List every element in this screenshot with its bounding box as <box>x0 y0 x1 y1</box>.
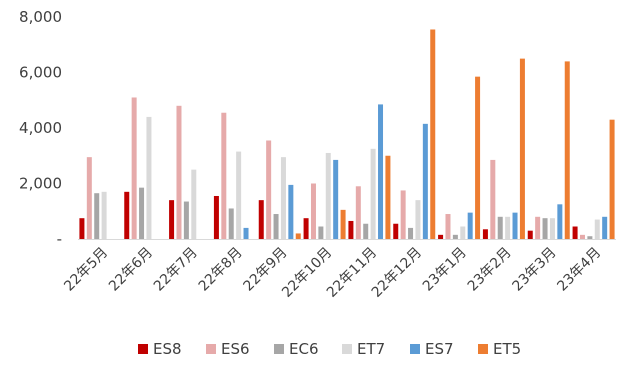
bar-es7-6 <box>333 159 339 239</box>
legend: ES8 ES6 EC6 ET7 ES7 ET5 <box>138 340 521 358</box>
bar-ec6-2 <box>139 187 145 239</box>
legend-label-es7: ES7 <box>425 340 454 358</box>
y-tick-label: - <box>57 230 62 248</box>
bar-ec6-12 <box>587 236 593 239</box>
x-tick-label: 22年7月 <box>151 245 201 295</box>
bar-es6-5 <box>266 140 272 239</box>
bar-et7-5 <box>280 157 286 239</box>
bar-es8-10 <box>482 229 488 239</box>
bar-es8-4 <box>213 195 219 239</box>
bar-et7-10 <box>505 216 511 239</box>
x-tick-label: 23年3月 <box>510 245 560 295</box>
legend-label-et5: ET5 <box>493 340 521 358</box>
legend-swatch-es6 <box>206 344 216 354</box>
legend-swatch-es7 <box>410 344 420 354</box>
bar-es7-5 <box>288 184 294 239</box>
bar-et7-3 <box>191 169 197 240</box>
x-tick-label: 22年5月 <box>61 245 111 295</box>
bar-ec6-4 <box>228 208 234 239</box>
legend-swatch-et7 <box>342 344 352 354</box>
bar-es8-3 <box>169 200 175 239</box>
bar-es8-1 <box>79 218 85 239</box>
bar-es8-7 <box>348 220 354 239</box>
bar-et7-2 <box>146 116 152 239</box>
legend-swatch-et5 <box>478 344 488 354</box>
bar-es7-10 <box>512 212 518 239</box>
legend-swatch-es8 <box>138 344 148 354</box>
bar-et5-12 <box>609 119 615 239</box>
bar-ec6-3 <box>183 201 189 239</box>
x-axis: 22年5月22年6月22年7月22年8月22年9月22年10月22年11月22年… <box>61 239 616 301</box>
legend-label-et7: ET7 <box>357 340 385 358</box>
y-tick-label: 6,000 <box>19 64 62 82</box>
bar-ec6-10 <box>497 216 503 239</box>
legend-label-es6: ES6 <box>221 340 250 358</box>
bar-es6-9 <box>445 214 451 239</box>
y-tick-label: 8,000 <box>19 8 62 26</box>
bar-et5-8 <box>430 29 436 239</box>
bar-es7-9 <box>467 212 473 239</box>
bar-et5-9 <box>475 76 481 239</box>
bar-et7-4 <box>236 151 242 239</box>
bar-es7-4 <box>243 227 249 239</box>
bar-es8-9 <box>438 234 444 239</box>
bar-et7-11 <box>549 218 555 239</box>
bar-es8-12 <box>572 226 578 239</box>
bar-es6-11 <box>535 216 541 239</box>
bar-es8-2 <box>124 191 130 239</box>
bar-ec6-7 <box>363 223 369 239</box>
bar-es8-8 <box>393 223 399 239</box>
x-tick-label: 23年1月 <box>420 245 470 295</box>
bar-es7-12 <box>602 216 608 239</box>
bar-es6-1 <box>86 157 92 239</box>
bar-es7-7 <box>378 104 384 239</box>
bar-ec6-11 <box>542 218 548 239</box>
bar-ec6-9 <box>452 234 458 239</box>
bar-et7-1 <box>101 191 107 239</box>
x-tick-label: 22年8月 <box>196 245 246 295</box>
bar-es6-10 <box>490 159 496 239</box>
bar-es7-11 <box>557 204 563 239</box>
bar-ec6-6 <box>318 226 324 239</box>
bar-es6-6 <box>310 183 316 239</box>
bar-es6-4 <box>221 112 227 239</box>
x-tick-label: 23年4月 <box>554 245 604 295</box>
y-tick-label: 2,000 <box>19 175 62 193</box>
bar-et5-7 <box>385 155 391 239</box>
bar-ec6-8 <box>408 227 414 239</box>
bar-es7-8 <box>422 123 428 239</box>
x-tick-label: 23年2月 <box>465 245 515 295</box>
bar-es6-7 <box>355 186 361 239</box>
legend-label-es8: ES8 <box>153 340 182 358</box>
y-axis: - 2,000 4,000 6,000 8,000 <box>19 8 62 248</box>
bar-es8-6 <box>303 218 309 239</box>
bar-ec6-5 <box>273 214 279 239</box>
bar-es6-3 <box>176 105 182 239</box>
bar-es6-8 <box>400 190 406 239</box>
y-tick-label: 4,000 <box>19 119 62 137</box>
bar-et5-10 <box>519 58 525 240</box>
legend-label-ec6: EC6 <box>289 340 319 358</box>
bar-es6-2 <box>131 97 137 239</box>
bars <box>79 29 615 240</box>
bar-ec6-1 <box>94 193 100 239</box>
bar-et7-12 <box>594 219 600 239</box>
bar-et7-9 <box>460 226 466 239</box>
bar-es6-12 <box>579 234 585 239</box>
bar-et7-7 <box>370 148 376 239</box>
bar-et5-11 <box>564 61 570 240</box>
bar-et7-8 <box>415 200 421 239</box>
legend-swatch-ec6 <box>274 344 284 354</box>
bar-es8-11 <box>527 230 533 239</box>
x-tick-label: 22年6月 <box>106 245 156 295</box>
bar-es8-5 <box>258 200 264 239</box>
bar-et5-5 <box>295 233 301 239</box>
bar-et7-6 <box>325 152 331 239</box>
bar-et5-6 <box>340 209 346 239</box>
